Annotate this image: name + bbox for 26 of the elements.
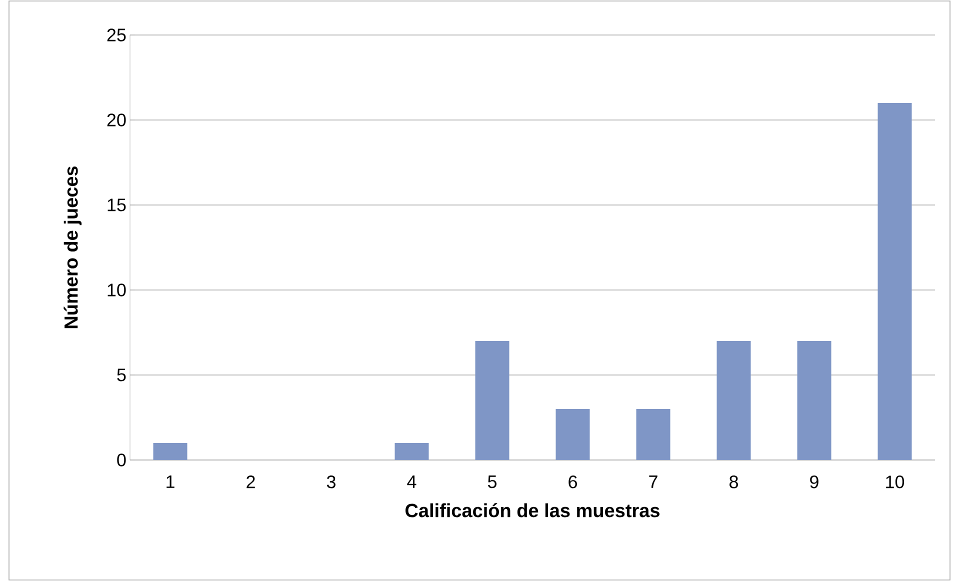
bar [153,443,188,460]
bar [475,341,510,460]
bar [636,409,670,460]
x-tick-label: 5 [488,476,496,488]
bar [556,409,590,460]
bar [797,341,832,460]
bar [716,341,751,460]
x-tick-label: 8 [730,476,738,488]
y-tick-label: 15 [108,198,126,212]
y-tick-label: 10 [108,284,126,296]
x-axis-title: Calificación de las muestras [406,503,660,518]
y-tick-label: 0 [117,454,126,466]
x-tick-label: 10 [886,476,904,488]
x-tick-label: 7 [649,476,658,488]
y-tick-label: 5 [117,368,126,382]
x-tick-label: 6 [568,476,577,488]
x-tick-label: 1 [166,476,174,488]
x-tick-label: 4 [407,476,416,488]
y-axis-title: Número de jueces [64,166,82,328]
x-tick-label: 2 [246,476,255,488]
bar [394,443,429,460]
y-tick-label: 20 [107,114,126,126]
x-tick-label: 3 [326,476,336,488]
bar [878,103,912,460]
x-tick-label: 9 [810,476,818,488]
y-tick-label: 25 [107,28,126,42]
